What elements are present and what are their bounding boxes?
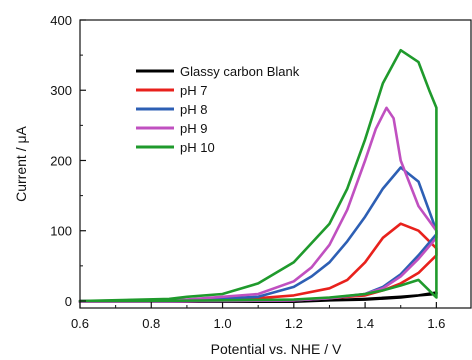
- y-tick-label: 100: [50, 224, 72, 239]
- y-axis-label: Current / μA: [13, 125, 29, 201]
- series-line-3: [78, 166, 438, 303]
- x-tick-label: 0.6: [71, 316, 89, 331]
- x-tick-label: 1.6: [427, 316, 445, 331]
- x-tick-label: 1.4: [356, 316, 374, 331]
- plot-frame: [79, 19, 472, 309]
- x-tick-label: 1.0: [214, 316, 232, 331]
- plot-series: [78, 48, 438, 303]
- x-tick-label: 0.8: [142, 316, 160, 331]
- legend-label: pH 7: [180, 83, 207, 98]
- y-tick-label: 0: [65, 294, 72, 309]
- y-tick-label: 300: [50, 83, 72, 98]
- legend: Glassy carbon Blank pH 7 pH 8 pH 9 pH 10: [136, 64, 300, 155]
- legend-label: pH 9: [180, 121, 207, 136]
- series-line-5: [78, 48, 438, 303]
- axis-ticks: [79, 19, 437, 308]
- tick-labels: 0.6 0.8 1.0 1.2 1.4 1.6 0 100 200 300 400: [50, 13, 445, 331]
- y-tick-label: 200: [50, 153, 72, 168]
- legend-label: pH 10: [180, 140, 215, 155]
- x-axis-label: Potential vs. NHE / V: [211, 341, 342, 357]
- legend-label: pH 8: [180, 102, 207, 117]
- series-line-4: [78, 106, 438, 303]
- x-tick-label: 1.2: [285, 316, 303, 331]
- y-tick-label: 400: [50, 13, 72, 28]
- legend-label: Glassy carbon Blank: [180, 64, 300, 79]
